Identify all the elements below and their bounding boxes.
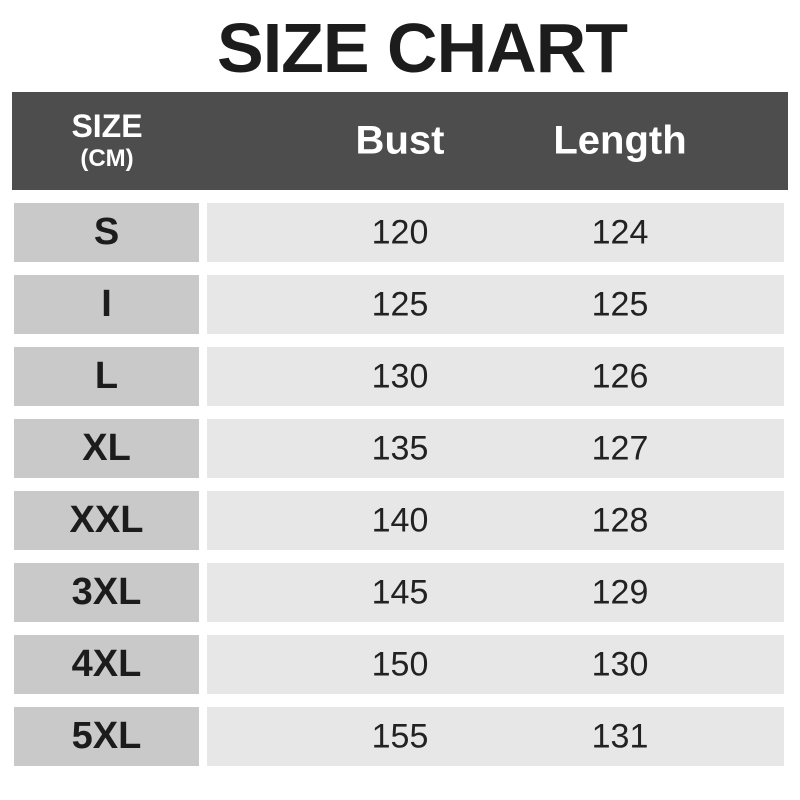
table-row: I 125 125	[0, 275, 800, 334]
length-value: 129	[591, 573, 649, 611]
measurements-band: 140 128	[207, 491, 784, 550]
table-row: L 130 126	[0, 347, 800, 406]
size-cell: 5XL	[14, 707, 199, 766]
length-column-header: Length	[553, 118, 687, 163]
size-column-header: SIZE (CM)	[12, 92, 202, 190]
page-title: SIZE CHART	[217, 9, 628, 87]
size-cell: S	[14, 203, 199, 262]
measurements-band: 150 130	[207, 635, 784, 694]
size-cell: L	[14, 347, 199, 406]
table-row: 4XL 150 130	[0, 635, 800, 694]
length-value: 131	[591, 717, 649, 755]
measurements-band: 120 124	[207, 203, 784, 262]
size-header-label: SIZE	[71, 108, 143, 144]
table-row: XXL 140 128	[0, 491, 800, 550]
table-row: S 120 124	[0, 203, 800, 262]
table-header: SIZE (CM) Bust Length	[12, 92, 788, 190]
table-body: S 120 124 I 125 125 L 130 126 XL 135	[0, 203, 800, 766]
size-unit-label: (CM)	[80, 145, 134, 172]
measurements-band: 125 125	[207, 275, 784, 334]
size-cell: XL	[14, 419, 199, 478]
measurements-band: 135 127	[207, 419, 784, 478]
length-value: 127	[591, 429, 649, 467]
length-value: 125	[591, 285, 649, 323]
length-value: 128	[591, 501, 649, 539]
bust-column-header: Bust	[355, 118, 445, 163]
measurements-band: 145 129	[207, 563, 784, 622]
size-cell: 4XL	[14, 635, 199, 694]
measurements-band: 130 126	[207, 347, 784, 406]
size-cell: XXL	[14, 491, 199, 550]
size-cell: 3XL	[14, 563, 199, 622]
bust-value: 155	[371, 717, 429, 755]
table-row: XL 135 127	[0, 419, 800, 478]
bust-value: 140	[371, 501, 429, 539]
size-cell: I	[14, 275, 199, 334]
bust-value: 135	[371, 429, 429, 467]
table-row: 5XL 155 131	[0, 707, 800, 766]
bust-value: 145	[371, 573, 429, 611]
bust-value: 130	[371, 357, 429, 395]
length-value: 124	[591, 213, 649, 251]
bust-value: 120	[371, 213, 429, 251]
length-value: 126	[591, 357, 649, 395]
table-row: 3XL 145 129	[0, 563, 800, 622]
bust-value: 125	[371, 285, 429, 323]
bust-value: 150	[371, 645, 429, 683]
length-value: 130	[591, 645, 649, 683]
measurements-band: 155 131	[207, 707, 784, 766]
